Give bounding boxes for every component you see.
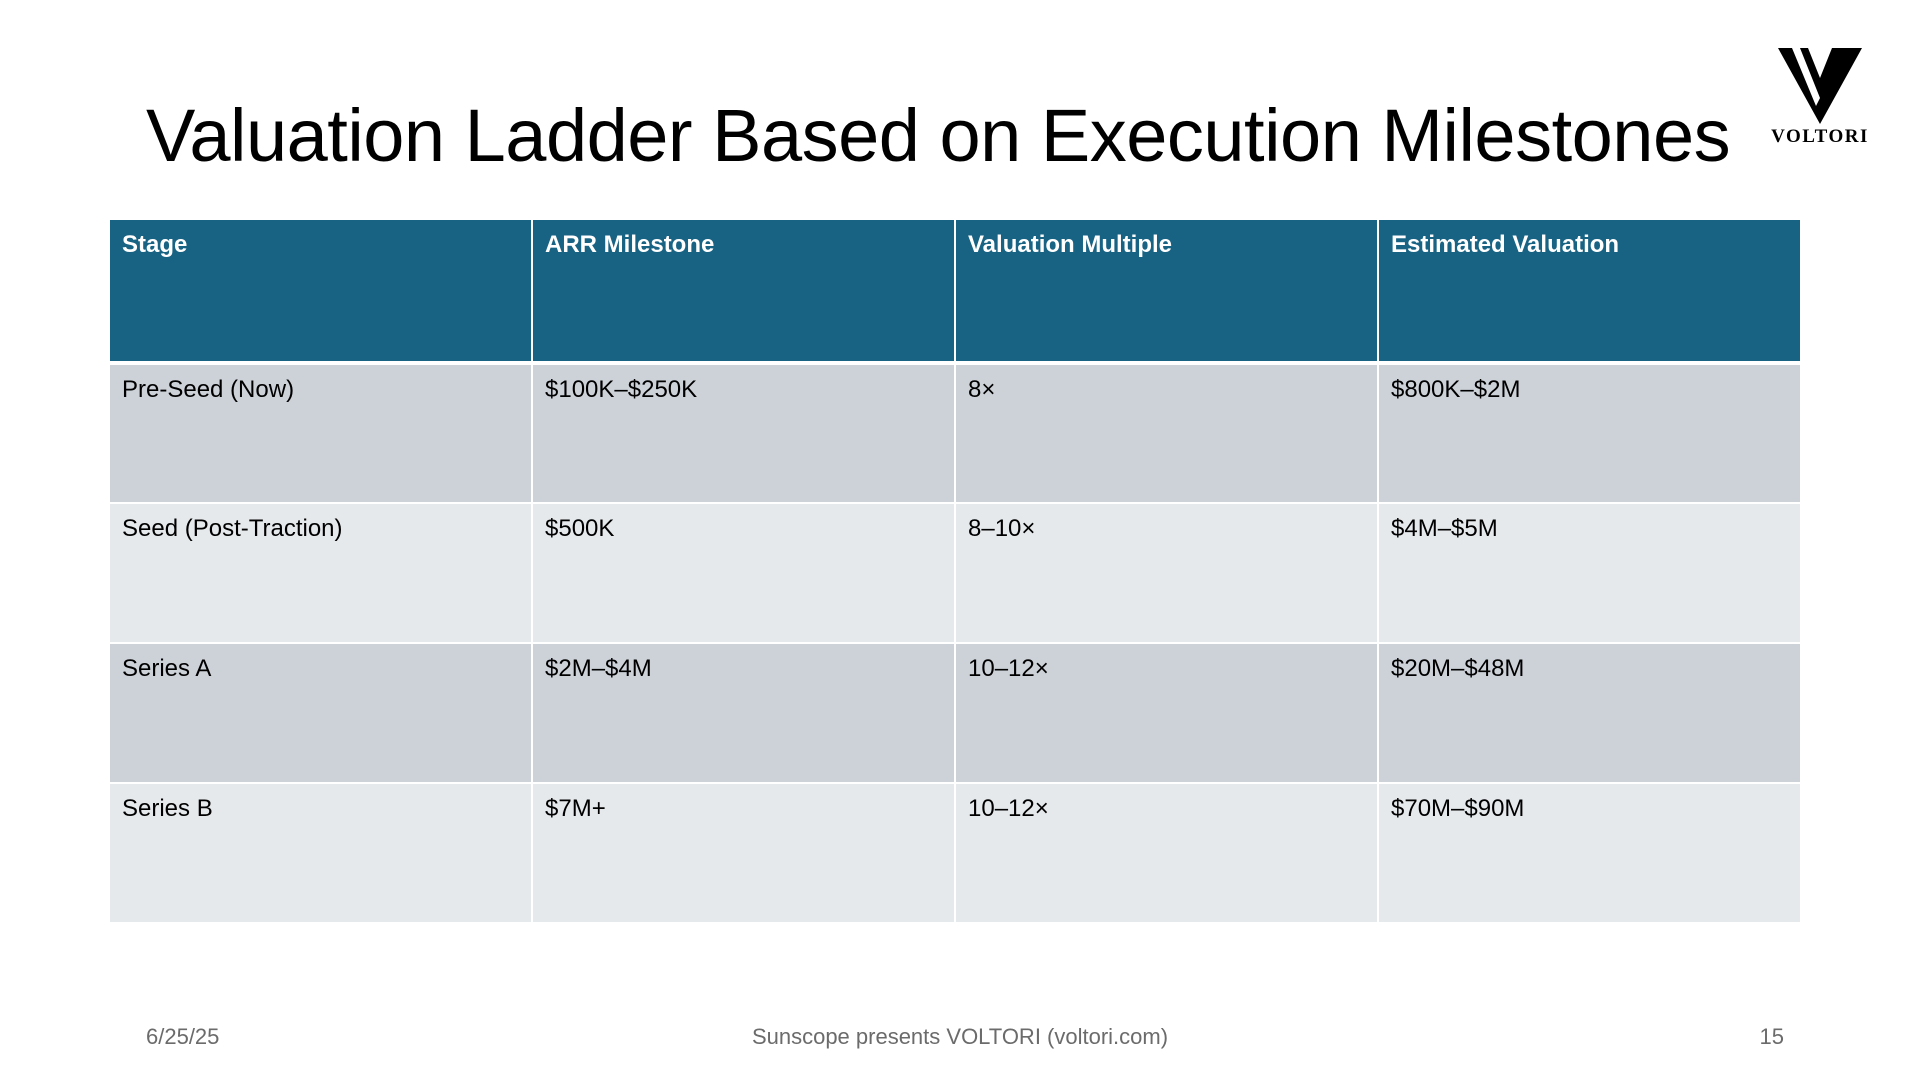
table-row: Series B $7M+ 10–12× $70M–$90M [108,782,1802,924]
table-cell: Pre-Seed (Now) [108,362,533,504]
table-row: Seed (Post-Traction) $500K 8–10× $4M–$5M [108,502,1802,644]
table-header-row: Stage ARR Milestone Valuation Multiple E… [108,218,1802,365]
table-cell: 10–12× [954,642,1379,784]
page-number: 15 [1759,1024,1784,1049]
table-row: Pre-Seed (Now) $100K–$250K 8× $800K–$2M [108,362,1802,504]
voltori-logo: VOLTORI [1760,48,1880,148]
valuation-table-container: Stage ARR Milestone Valuation Multiple E… [108,218,1802,924]
table-cell: $7M+ [531,782,956,924]
table-cell: 8–10× [954,502,1379,644]
slide-title: Valuation Ladder Based on Execution Mile… [146,94,1731,177]
header-valuation-multiple: Valuation Multiple [954,218,1379,365]
header-arr-milestone: ARR Milestone [531,218,956,365]
table-cell: $2M–$4M [531,642,956,784]
header-stage: Stage [108,218,533,365]
table-row: Series A $2M–$4M 10–12× $20M–$48M [108,642,1802,784]
valuation-table: Stage ARR Milestone Valuation Multiple E… [108,218,1802,924]
header-estimated-valuation: Estimated Valuation [1377,218,1802,365]
table-cell: Series B [108,782,533,924]
logo-text: VOLTORI [1771,126,1869,147]
table-cell: $500K [531,502,956,644]
table-cell: Seed (Post-Traction) [108,502,533,644]
table-cell: 10–12× [954,782,1379,924]
table-cell: Series A [108,642,533,784]
table-cell: 8× [954,362,1379,504]
table-cell: $4M–$5M [1377,502,1802,644]
table-cell: $100K–$250K [531,362,956,504]
table-cell: $70M–$90M [1377,782,1802,924]
footer-text: Sunscope presents VOLTORI (voltori.com) [751,1024,1169,1049]
table-cell: $800K–$2M [1377,362,1802,504]
v-logo-icon [1778,48,1862,124]
table-cell: $20M–$48M [1377,642,1802,784]
footer-date: 6/25/25 [146,1024,220,1049]
